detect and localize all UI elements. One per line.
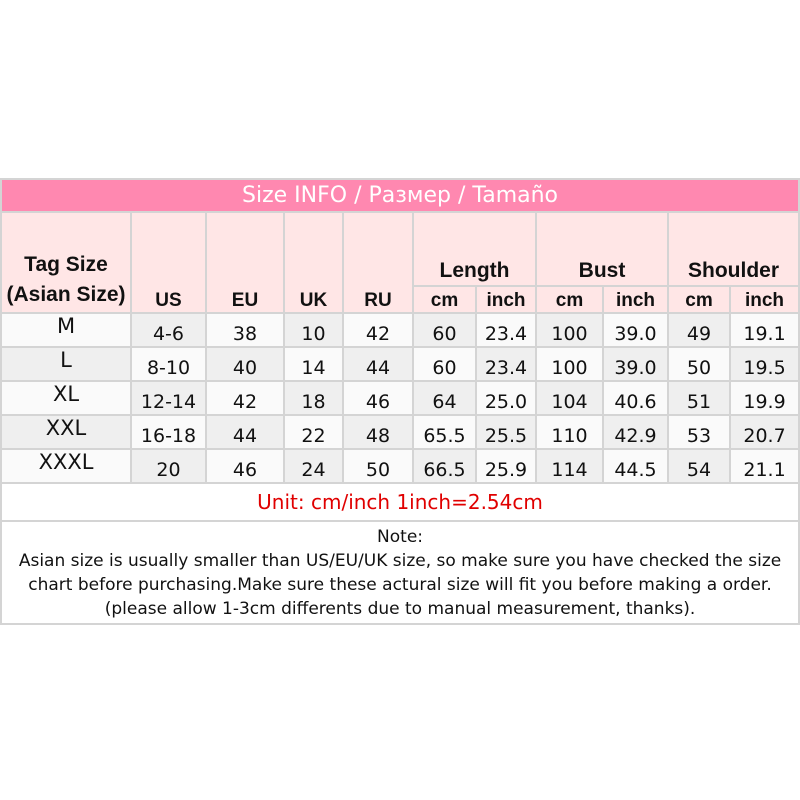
table-cell: 42: [205, 380, 285, 416]
table-cell: 50: [342, 448, 414, 484]
header-bust-cm: cm: [535, 285, 604, 314]
header-bust: Bust: [535, 211, 669, 287]
note-text: Asian size is usually smaller than US/EU…: [18, 551, 782, 619]
table-row: XXL 16-18 44 22 48 65.5 25.5 110 42.9 53 20.7: [0, 414, 800, 450]
table-cell: 4-6: [130, 312, 207, 348]
table-cell: 39.0: [602, 346, 669, 382]
table-cell: 21.1: [728, 448, 800, 484]
table-cell: 20.7: [728, 414, 800, 450]
table-cell: 100: [535, 346, 604, 382]
note-cell: Note: Asian size is usually smaller than…: [0, 520, 800, 625]
unit-note: Unit: cm/inch 1inch=2.54cm: [0, 482, 800, 522]
table-cell: 19.1: [728, 312, 800, 348]
table-cell: 40: [205, 346, 285, 382]
table-cell: M: [0, 312, 132, 348]
header-uk: UK: [283, 211, 344, 314]
table-cell: 23.4: [475, 312, 537, 348]
table-cell: L: [0, 346, 132, 382]
table-cell: 25.9: [475, 448, 537, 484]
table-title: Size INFO / Размер / Tamaño: [0, 178, 800, 213]
table-cell: 65.5: [412, 414, 477, 450]
header-us: US: [130, 211, 207, 314]
table-cell: 38: [205, 312, 285, 348]
table-cell: 23.4: [475, 346, 537, 382]
table-cell: 66.5: [412, 448, 477, 484]
header-shoulder: Shoulder: [666, 211, 800, 287]
note-title: Note:: [377, 527, 424, 547]
table-cell: 25.0: [475, 380, 537, 416]
header-length-cm: cm: [412, 285, 477, 314]
table-row: XL 12-14 42 18 46 64 25.0 104 40.6 51 19.9: [0, 380, 800, 416]
table-cell: 8-10: [130, 346, 207, 382]
table-cell: 53: [667, 414, 731, 450]
table-cell: 19.9: [728, 380, 800, 416]
header-shoulder-cm: cm: [667, 285, 731, 314]
table-cell: 10: [283, 312, 344, 348]
header-bust-inch: inch: [602, 285, 669, 314]
table-cell: 60: [412, 312, 477, 348]
table-cell: 39.0: [602, 312, 669, 348]
table-cell: XXXL: [0, 448, 132, 484]
table-cell: 42: [342, 312, 414, 348]
header-tag-size: Tag Size (Asian Size): [0, 211, 132, 314]
table-cell: 22: [283, 414, 344, 450]
header-length: Length: [412, 211, 537, 287]
table-cell: 104: [535, 380, 604, 416]
table-cell: 51: [667, 380, 731, 416]
table-row: M 4-6 38 10 42 60 23.4 100 39.0 49 19.1: [0, 312, 800, 348]
table-cell: 25.5: [475, 414, 537, 450]
table-cell: 20: [130, 448, 207, 484]
table-cell: 14: [283, 346, 344, 382]
table-cell: 50: [667, 346, 731, 382]
table-cell: 40.6: [602, 380, 669, 416]
table-cell: 44.5: [602, 448, 669, 484]
table-cell: 46: [342, 380, 414, 416]
table-cell: XL: [0, 380, 132, 416]
table-cell: 46: [205, 448, 285, 484]
table-cell: XXL: [0, 414, 132, 450]
table-cell: 16-18: [130, 414, 207, 450]
table-cell: 19.5: [728, 346, 800, 382]
table-row: XXXL 20 46 24 50 66.5 25.9 114 44.5 54 21.1: [0, 448, 800, 484]
table-cell: 64: [412, 380, 477, 416]
table-row: L 8-10 40 14 44 60 23.4 100 39.0 50 19.5: [0, 346, 800, 382]
header-length-inch: inch: [475, 285, 537, 314]
table-cell: 48: [342, 414, 414, 450]
table-cell: 24: [283, 448, 344, 484]
table-cell: 100: [535, 312, 604, 348]
size-chart-table: Size INFO / Размер / Tamaño Tag Size (As…: [0, 178, 800, 625]
table-cell: 49: [667, 312, 731, 348]
table-cell: 114: [535, 448, 604, 484]
table-cell: 12-14: [130, 380, 207, 416]
table-cell: 42.9: [602, 414, 669, 450]
table-cell: 44: [205, 414, 285, 450]
header-eu: EU: [205, 211, 285, 314]
table-cell: 54: [667, 448, 731, 484]
table-cell: 110: [535, 414, 604, 450]
table-cell: 44: [342, 346, 414, 382]
table-cell: 60: [412, 346, 477, 382]
header-shoulder-inch: inch: [728, 285, 800, 314]
table-cell: 18: [283, 380, 344, 416]
header-ru: RU: [342, 211, 414, 314]
